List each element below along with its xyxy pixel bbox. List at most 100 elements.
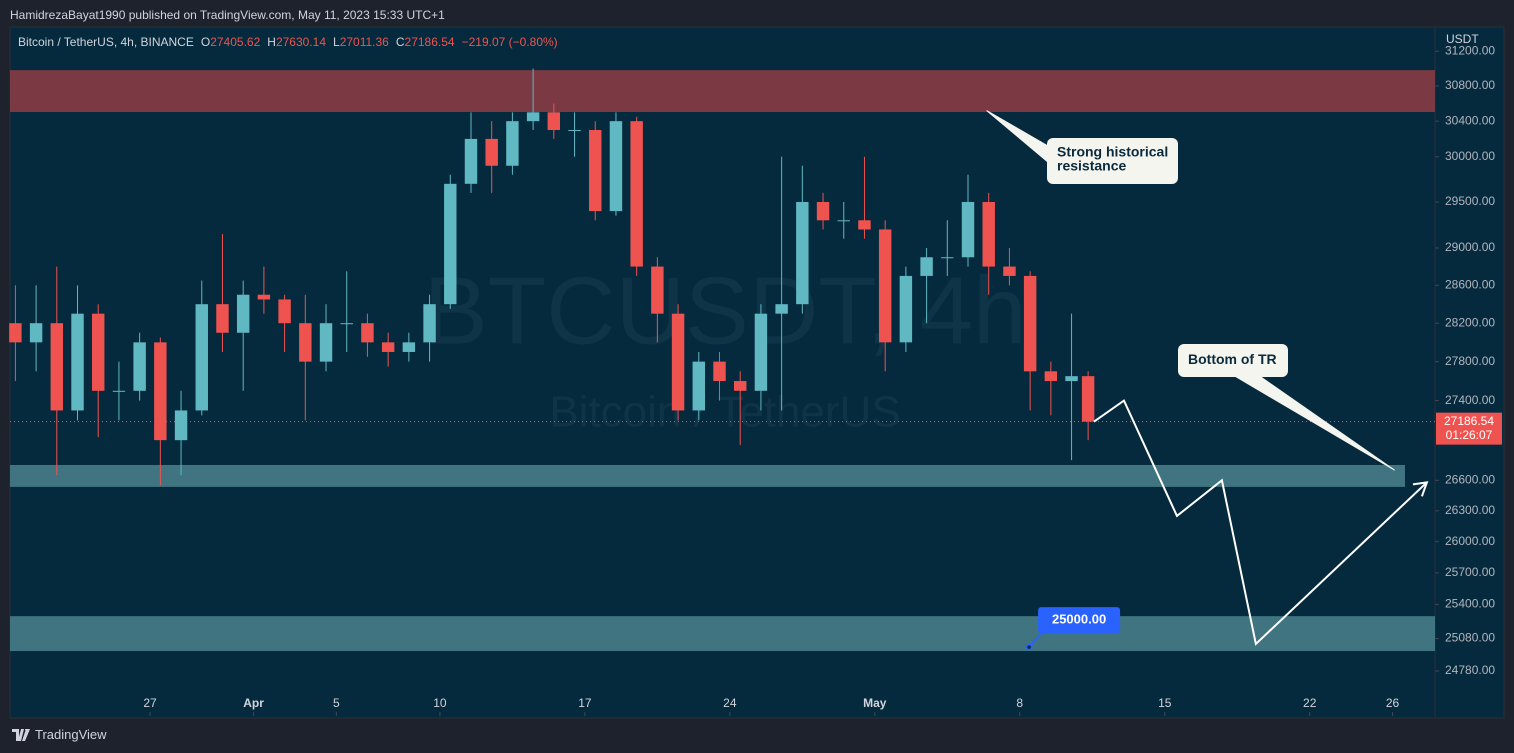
x-tick-label: 26 [1386, 696, 1400, 710]
y-tick-label: 25400.00 [1445, 597, 1495, 611]
x-tick-label: 10 [433, 696, 447, 710]
zone [10, 616, 1435, 652]
candle-body [982, 201, 995, 267]
candle-body [216, 304, 229, 333]
y-tick-label: 30800.00 [1445, 78, 1495, 92]
change: −219.07 (−0.80%) [462, 35, 558, 49]
candle-body [1003, 266, 1016, 276]
candle-body [609, 121, 623, 212]
candle-body [485, 138, 498, 166]
x-tick-label: 22 [1303, 696, 1317, 710]
candle-body [920, 257, 933, 276]
footer: TradingView [12, 727, 107, 742]
candle-body [9, 323, 22, 343]
candle-body [692, 361, 706, 411]
candle-body [1065, 376, 1078, 382]
candle-body [961, 201, 975, 258]
candle-body [112, 390, 126, 392]
projection-path [1093, 399, 1428, 646]
candle-body [671, 313, 685, 411]
y-tick-label: 26000.00 [1445, 534, 1495, 548]
y-tick-label: 28600.00 [1445, 277, 1495, 291]
x-tick-label: 15 [1158, 696, 1172, 710]
y-tick-label: 31200.00 [1445, 43, 1495, 57]
x-tick-label: 5 [333, 696, 340, 710]
candle-body [837, 220, 850, 222]
x-tick-label: 8 [1016, 696, 1023, 710]
zone [10, 70, 1435, 112]
projection-arrowhead [1412, 481, 1429, 497]
symbol: Bitcoin / TetherUS, 4h, BINANCE [18, 35, 194, 49]
candle-body [775, 304, 788, 314]
last-price-label: 27186.54 [1444, 414, 1494, 428]
x-tick-label: 17 [578, 696, 592, 710]
x-tick-label: Apr [243, 696, 264, 710]
x-tick-label: 27 [143, 696, 157, 710]
watermark-subtitle: Bitcoin / TetherUS [549, 388, 900, 437]
candle-body [733, 381, 747, 391]
candle-body [92, 313, 105, 391]
candle-body [630, 121, 643, 267]
candle-body [651, 266, 664, 314]
callout-text: resistance [1057, 158, 1126, 174]
y-tick-label: 26600.00 [1445, 472, 1495, 486]
legend: Bitcoin / TetherUS, 4h, BINANCE O27405.62… [18, 35, 558, 49]
candle-body [154, 342, 167, 441]
candle-body [941, 257, 954, 259]
candle-body [29, 323, 43, 343]
ohlc-key: L [333, 35, 340, 49]
candle-body [278, 299, 291, 324]
candle-body [547, 112, 561, 131]
countdown-label: 01:26:07 [1446, 428, 1493, 442]
candle-body [713, 361, 726, 382]
publisher-line: HamidrezaBayat1990 published on TradingV… [10, 8, 445, 22]
last-price-tag [1436, 412, 1502, 445]
candle-body [402, 342, 416, 352]
zone [10, 464, 1405, 487]
candle-body [444, 183, 457, 305]
logo [12, 728, 30, 741]
y-tick-label: 29000.00 [1445, 240, 1495, 254]
marker-label: 25000.00 [1052, 612, 1106, 627]
candle-body [1023, 275, 1037, 372]
candle-body [319, 323, 333, 362]
candle-body [899, 275, 913, 343]
y-tick-label: 29500.00 [1445, 194, 1495, 208]
y-tick-label: 25700.00 [1445, 565, 1495, 579]
y-tick-label: 27800.00 [1445, 354, 1495, 368]
candle-body [1044, 371, 1058, 382]
candle-body [423, 304, 436, 343]
candle-body [754, 313, 768, 391]
ohlc-key: C [396, 35, 405, 49]
y-tick-label: 25080.00 [1445, 631, 1495, 645]
candle-body [464, 138, 478, 184]
watermark-title: BTCUSDT, 4h [424, 257, 1027, 364]
price-marker [1025, 643, 1033, 651]
y-tick-label: 30400.00 [1445, 113, 1495, 127]
callout-text: Bottom of TR [1188, 351, 1277, 367]
candle-body [568, 130, 581, 132]
candle-body [858, 220, 871, 230]
ohlc-value: 27630.14 [276, 35, 326, 49]
ohlc-value: 27405.62 [210, 35, 260, 49]
candle-body [133, 342, 146, 391]
y-tick-label: 26300.00 [1445, 503, 1495, 517]
y-tick-label: 28200.00 [1445, 315, 1495, 329]
callout-box [1178, 344, 1288, 377]
candle-body [299, 323, 312, 362]
x-tick-label: 24 [723, 696, 737, 710]
candle-body [50, 323, 64, 411]
ohlc-key: O [201, 35, 210, 49]
candle-body [195, 304, 208, 411]
x-tick-label: May [863, 696, 887, 710]
callout-box [1047, 138, 1178, 184]
y-tick-label: 27400.00 [1445, 393, 1495, 407]
callout-text: Strong historical [1057, 144, 1168, 160]
footer-brand: TradingView [35, 727, 107, 742]
marker-label-box [1038, 607, 1121, 634]
candle-body [878, 229, 892, 343]
candle-body [71, 313, 84, 411]
candle-body [361, 323, 374, 343]
